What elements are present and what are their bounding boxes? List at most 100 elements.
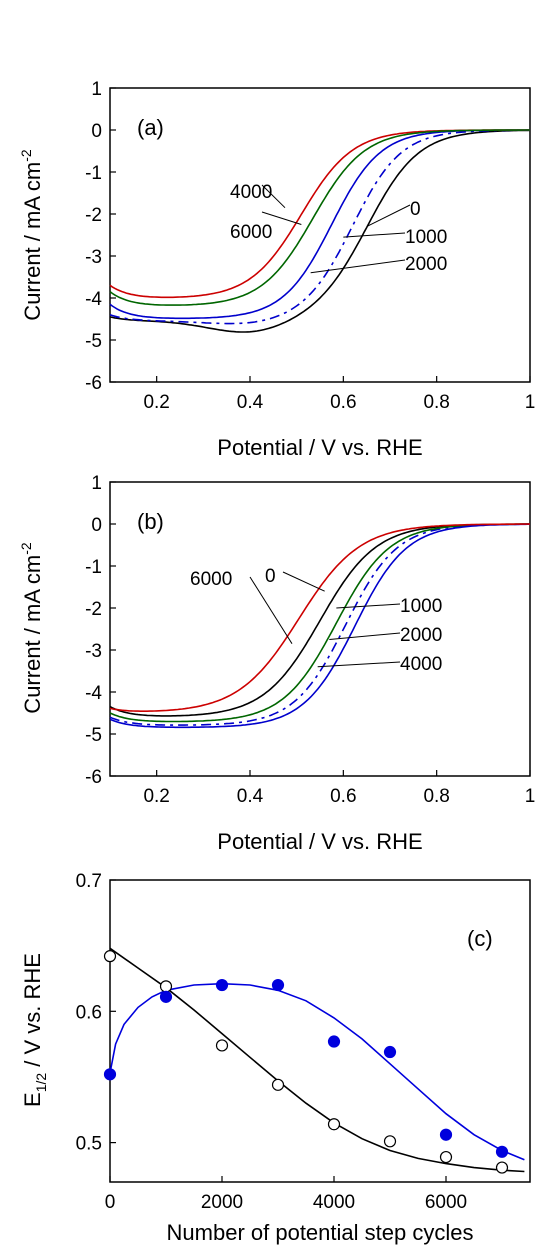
y-tick-label: -5: [85, 331, 102, 352]
data-point-filled: [103, 1068, 117, 1081]
data-point-filled: [383, 1045, 397, 1059]
y-tick-label: -2: [85, 205, 102, 226]
y-tick-label: -1: [85, 557, 102, 578]
x-tick-label: 4000: [313, 1192, 355, 1213]
y-tick-label: -5: [85, 725, 102, 746]
points-c: [103, 950, 509, 1174]
curve-label-2000: 2000: [405, 254, 447, 275]
series-line-4000: [109, 523, 530, 729]
series-line-6000: [109, 129, 530, 306]
x-tick-label: 0.4: [237, 786, 264, 807]
curve-label-1000: 1000: [405, 227, 447, 248]
callout-leader: [336, 603, 401, 609]
y-tick-label: 0.5: [76, 1134, 102, 1155]
curve-label-1000: 1000: [400, 596, 442, 617]
y-tick-label: 0.6: [76, 1002, 102, 1023]
panel-c: 0 2000 4000 6000 0.5 0.6 0.7 (c) Number of pot…: [20, 871, 531, 1245]
x-tick-label: 0.2: [143, 392, 169, 413]
y-tick-label: 0.7: [76, 871, 102, 892]
y-tick-label: -3: [85, 247, 102, 268]
x-tick-label: 0.6: [330, 786, 356, 807]
data-point-filled: [439, 1128, 453, 1141]
y-axis-label-b: Current / mA cm-2: [18, 542, 45, 714]
ticks-a: 0.2 0.4 0.6 0.8 1 1 0 -1 -2 -3 -4 -5 -6: [85, 79, 535, 413]
panel-a: 4000 6000 0 1000 2000 0.2 0.4 0.6 0.8 1 1 0 -1 -2 -3 -…: [18, 79, 535, 460]
series-line-1000: [109, 523, 530, 726]
series-line-4000: [109, 129, 530, 299]
curves-b: [109, 523, 530, 729]
x-axis-label-b: Potential / V vs. RHE: [217, 829, 422, 854]
series-line-2000: [109, 523, 530, 723]
data-point-filled: [215, 978, 229, 992]
y-axis-label-b-sup: -2: [18, 542, 34, 555]
x-tick-label: 0.8: [423, 786, 449, 807]
x-tick-label: 1: [525, 392, 536, 413]
data-point-open: [383, 1135, 397, 1148]
data-point-open: [159, 980, 173, 993]
plot-frame-b: [109, 481, 531, 777]
panel-label-b: (b): [137, 509, 164, 534]
fit-line-open-fit: [109, 947, 525, 1173]
y-axis-label-c: E1/2 / V vs. RHE: [20, 953, 49, 1107]
plot-frame-c: [109, 879, 531, 1183]
series-line-2000: [109, 129, 530, 320]
callout-leader: [343, 232, 406, 238]
data-point-filled: [271, 978, 285, 992]
y-tick-label: 0: [91, 515, 102, 536]
x-tick-label: 0.2: [143, 786, 169, 807]
series-line-1000: [109, 129, 530, 325]
y-axis-label-a: Current / mA cm-2: [18, 149, 45, 321]
series-line-6000: [109, 523, 530, 713]
x-tick-label: 2000: [201, 1192, 243, 1213]
x-axis-label-c: Number of potential step cycles: [167, 1220, 474, 1245]
data-point-open: [495, 1161, 509, 1174]
callout-leader: [261, 211, 302, 225]
y-tick-label: -4: [85, 289, 102, 310]
y-axis-label-c-rest: / V vs. RHE: [20, 953, 45, 1073]
y-tick-label: -1: [85, 163, 102, 184]
x-tick-label: 6000: [425, 1192, 467, 1213]
callout-leader: [282, 571, 325, 592]
y-axis-label-c-main: E: [20, 1092, 45, 1107]
y-tick-label: -6: [85, 767, 102, 788]
panel-b: 0 6000 1000 2000 4000 0.2 0.4 0.6 0.8 1 1 0 -1 -2 -3 -…: [18, 473, 535, 854]
curves-a: [109, 129, 531, 333]
callouts-b: 0 6000 1000 2000 4000: [190, 566, 442, 675]
curve-label-2000: 2000: [400, 625, 442, 646]
x-tick-label: 1: [525, 786, 536, 807]
callout-leader: [261, 184, 286, 209]
x-axis-label-a: Potential / V vs. RHE: [217, 435, 422, 460]
x-tick-label: 0.6: [330, 392, 356, 413]
y-tick-label: -4: [85, 683, 102, 704]
data-point-filled: [159, 990, 173, 1003]
callout-leader: [249, 576, 293, 644]
y-tick-label: -3: [85, 641, 102, 662]
data-point-filled: [327, 1035, 341, 1048]
data-point-open: [215, 1039, 229, 1052]
curve-label-6000: 6000: [230, 222, 272, 243]
fit-line-filled-fit: [109, 982, 525, 1161]
fits-c: [109, 947, 525, 1173]
ticks-c: 0 2000 4000 6000 0.5 0.6 0.7: [76, 871, 468, 1213]
y-axis-label-a-main: Current / mA cm: [20, 162, 45, 321]
y-axis-label-c-sub: 1/2: [33, 1073, 49, 1093]
series-line-0: [109, 129, 531, 333]
x-tick-label: 0.8: [423, 392, 449, 413]
y-tick-label: 1: [91, 79, 102, 100]
y-axis-label-b-main: Current / mA cm: [20, 555, 45, 714]
data-point-open: [271, 1078, 285, 1091]
panel-label-a: (a): [137, 115, 164, 140]
curve-label-0: 0: [265, 566, 276, 587]
curve-label-4000: 4000: [400, 654, 442, 675]
x-tick-label: 0: [105, 1192, 116, 1213]
curve-label-6000: 6000: [190, 569, 232, 590]
ticks-b: 0.2 0.4 0.6 0.8 1 1 0 -1 -2 -3 -4 -5 -6: [85, 473, 535, 807]
y-axis-label-a-sup: -2: [18, 149, 34, 162]
y-tick-label: 0: [91, 121, 102, 142]
panel-label-c: (c): [467, 926, 493, 951]
curve-label-0: 0: [410, 199, 421, 220]
data-point-open: [103, 950, 117, 963]
callout-leader: [317, 661, 401, 668]
plot-frame-a: [109, 87, 531, 383]
